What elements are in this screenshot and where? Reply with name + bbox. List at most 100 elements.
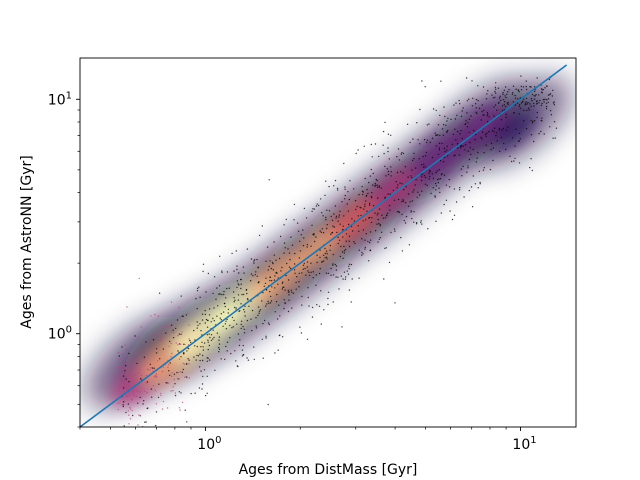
scatter-point bbox=[482, 114, 484, 116]
scatter-point bbox=[195, 359, 197, 361]
scatter-point bbox=[443, 203, 445, 206]
scatter-point bbox=[176, 319, 179, 321]
scatter-point bbox=[358, 249, 360, 251]
scatter-point bbox=[224, 358, 226, 360]
scatter-point bbox=[486, 93, 488, 95]
scatter-point bbox=[259, 309, 262, 311]
scatter-point bbox=[361, 185, 363, 188]
scatter-point bbox=[496, 109, 498, 112]
scatter-point bbox=[220, 313, 222, 315]
scatter-point bbox=[384, 196, 387, 198]
scatter-point bbox=[397, 184, 399, 186]
scatter-point bbox=[506, 93, 508, 96]
scatter-point bbox=[446, 120, 448, 122]
scatter-point bbox=[236, 268, 238, 271]
scatter-point bbox=[243, 308, 245, 311]
scatter-point bbox=[219, 255, 221, 257]
scatter-point bbox=[132, 366, 134, 368]
scatter-point bbox=[416, 196, 418, 198]
scatter-point bbox=[384, 121, 386, 124]
scatter-point bbox=[538, 132, 540, 135]
scatter-point bbox=[154, 313, 156, 316]
scatter-point bbox=[494, 86, 497, 89]
scatter-point bbox=[415, 179, 417, 181]
scatter-point bbox=[502, 127, 505, 130]
scatter-point bbox=[199, 359, 201, 362]
scatter-point bbox=[284, 289, 286, 291]
scatter-point bbox=[147, 407, 149, 409]
scatter-point bbox=[424, 183, 427, 185]
scatter-point bbox=[122, 404, 124, 406]
scatter-point bbox=[438, 187, 440, 189]
scatter-point bbox=[541, 117, 543, 119]
scatter-point bbox=[481, 138, 483, 140]
scatter-point bbox=[310, 245, 312, 247]
scatter-point bbox=[283, 307, 285, 310]
scatter-point bbox=[252, 275, 254, 277]
scatter-point bbox=[383, 152, 385, 155]
scatter-point bbox=[399, 182, 401, 184]
scatter-point bbox=[241, 293, 243, 296]
scatter-point bbox=[257, 306, 260, 308]
scatter-point bbox=[210, 321, 212, 323]
scatter-point bbox=[134, 374, 136, 376]
scatter-point bbox=[125, 365, 127, 367]
scatter-point bbox=[388, 204, 391, 207]
scatter-point bbox=[268, 265, 270, 268]
scatter-point bbox=[494, 90, 496, 93]
scatter-point bbox=[156, 347, 158, 350]
scatter-point bbox=[348, 263, 351, 265]
scatter-point bbox=[226, 271, 229, 273]
scatter-point bbox=[405, 186, 407, 188]
scatter-point bbox=[206, 326, 209, 328]
scatter-point bbox=[470, 153, 472, 156]
scatter-point bbox=[324, 194, 326, 197]
scatter-point bbox=[172, 386, 174, 388]
scatter-point bbox=[342, 236, 344, 238]
scatter-point bbox=[347, 191, 349, 193]
scatter-point bbox=[417, 191, 419, 193]
scatter-point bbox=[434, 195, 436, 197]
scatter-point bbox=[379, 236, 381, 239]
scatter-point bbox=[466, 171, 468, 173]
scatter-point bbox=[514, 157, 516, 160]
scatter-point bbox=[533, 98, 536, 100]
scatter-point bbox=[292, 292, 295, 294]
scatter-point bbox=[539, 99, 541, 102]
scatter-point bbox=[541, 92, 543, 94]
scatter-point bbox=[138, 414, 140, 416]
scatter-point bbox=[237, 365, 239, 368]
scatter-point bbox=[408, 244, 411, 246]
scatter-point bbox=[210, 339, 213, 342]
scatter-point bbox=[420, 221, 422, 224]
scatter-point bbox=[167, 364, 170, 366]
scatter-point bbox=[208, 344, 211, 347]
scatter-point bbox=[401, 183, 403, 185]
scatter-point bbox=[326, 224, 328, 226]
scatter-point bbox=[345, 233, 348, 235]
scatter-point bbox=[439, 134, 441, 137]
scatter-point bbox=[549, 126, 551, 128]
scatter-point bbox=[201, 319, 204, 321]
scatter-point bbox=[320, 231, 323, 234]
scatter-point bbox=[287, 289, 289, 291]
scatter-point bbox=[188, 338, 190, 340]
scatter-point bbox=[376, 179, 378, 182]
scatter-point bbox=[270, 295, 272, 298]
scatter-point bbox=[123, 369, 125, 371]
scatter-point bbox=[185, 314, 187, 316]
scatter-point bbox=[442, 124, 445, 126]
scatter-point bbox=[378, 185, 380, 187]
scatter-point bbox=[335, 276, 337, 278]
scatter-point bbox=[380, 231, 383, 233]
scatter-point bbox=[420, 220, 422, 222]
scatter-point bbox=[384, 165, 386, 168]
scatter-point bbox=[177, 350, 179, 352]
scatter-point bbox=[425, 151, 428, 154]
scatter-point bbox=[184, 343, 186, 346]
scatter-point bbox=[331, 219, 334, 221]
scatter-point bbox=[382, 144, 384, 146]
scatter-point bbox=[400, 153, 402, 155]
scatter-point bbox=[474, 138, 476, 141]
